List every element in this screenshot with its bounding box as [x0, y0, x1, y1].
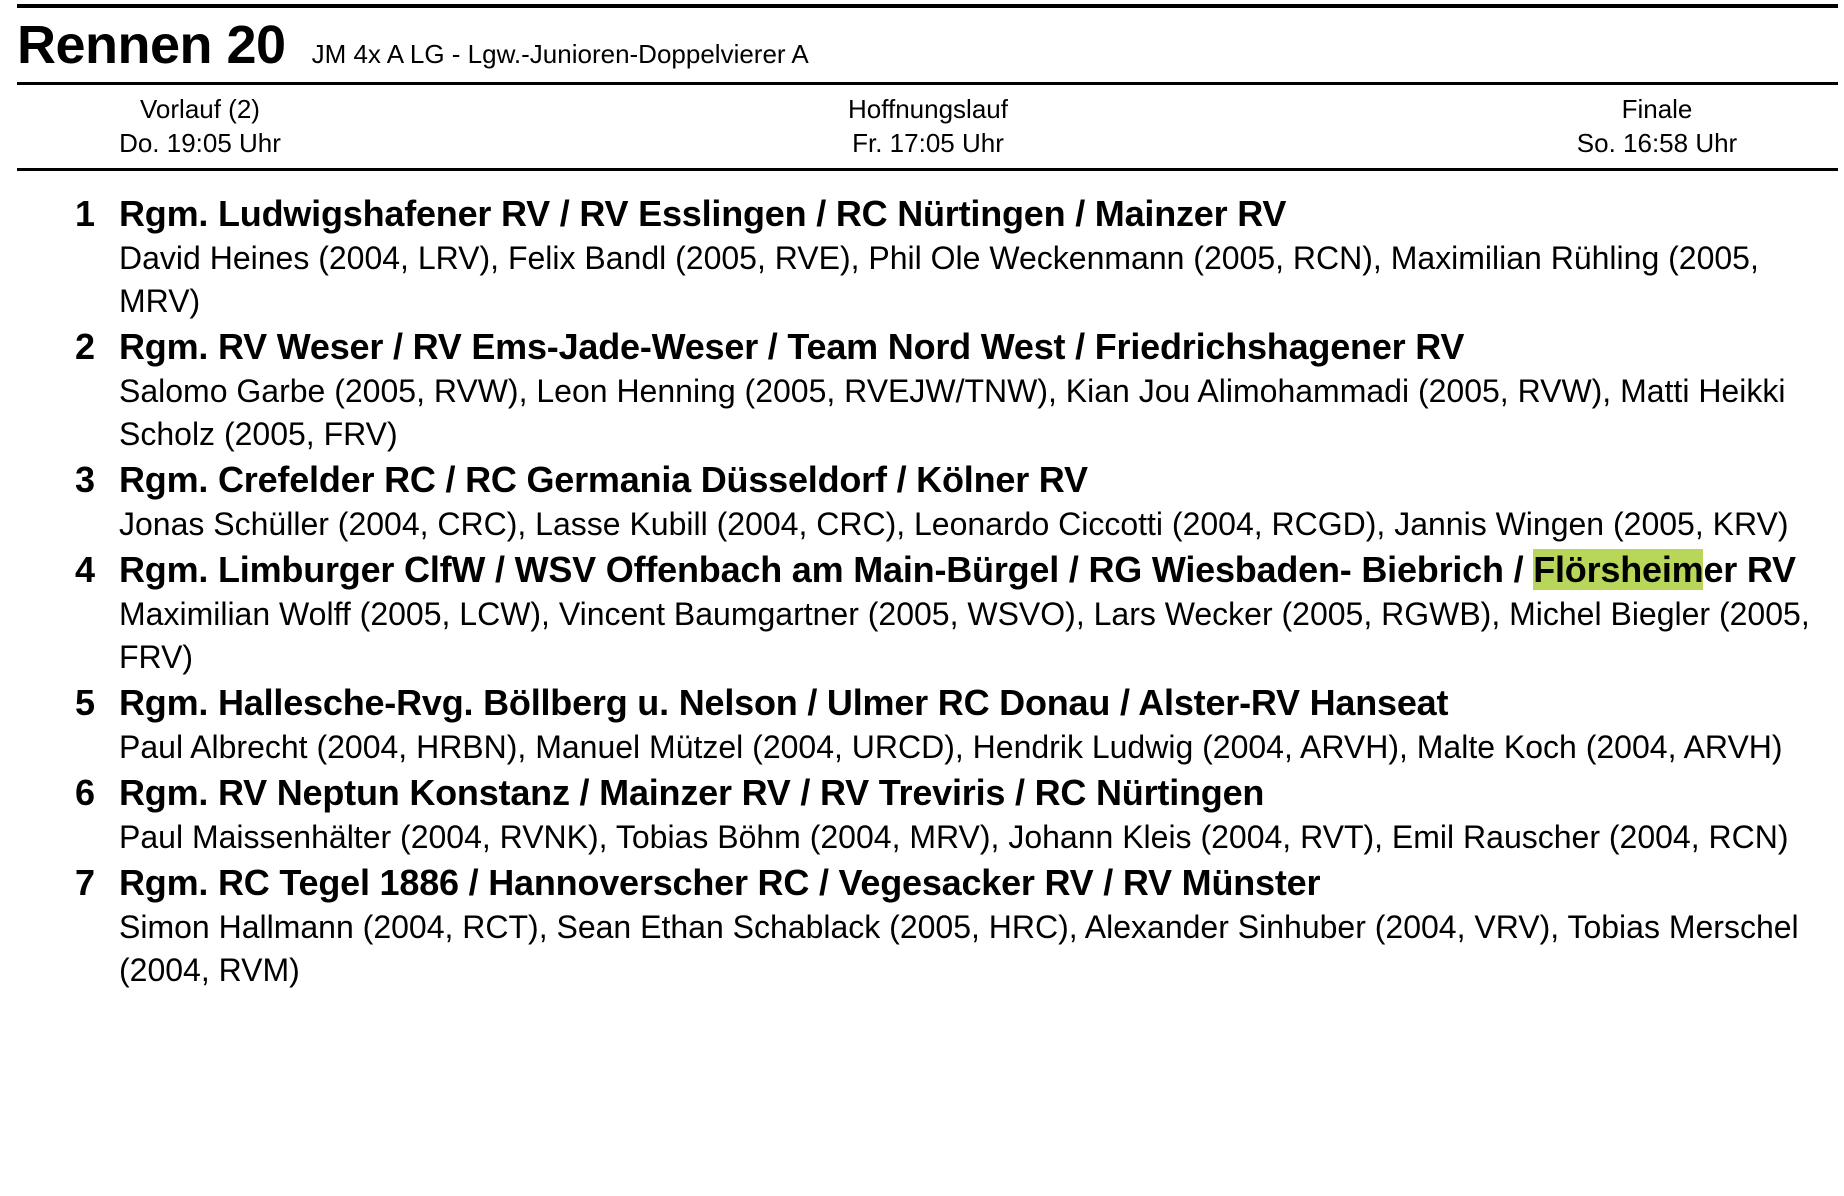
race-header: Rennen 20 JM 4x A LG - Lgw.-Junioren-Dopp…: [17, 14, 809, 76]
schedule-time: So. 16:58 Uhr: [1576, 128, 1738, 158]
rowers: Maximilian Wolff (2005, LCW), Vincent Ba…: [119, 596, 1810, 675]
list-item: 7 Rgm. RC Tegel 1886 / Hannoverscher RC …: [0, 859, 1844, 992]
list-item: 4 Rgm. Limburger ClfW / WSV Offenbach am…: [0, 546, 1844, 679]
list-item: 1 Rgm. Ludwigshafener RV / RV Esslingen …: [0, 190, 1844, 323]
schedule-label: Vorlauf (2): [140, 94, 260, 124]
race-description: JM 4x A LG - Lgw.-Junioren-Doppelvierer …: [311, 39, 809, 69]
lane-number: 3: [75, 459, 96, 500]
crew-name: Rgm. RV Neptun Konstanz / Mainzer RV / R…: [119, 772, 1265, 813]
schedule-repechage: Hoffnungslauf Fr. 17:05 Uhr: [808, 92, 1048, 160]
list-item: 2 Rgm. RV Weser / RV Ems-Jade-Weser / Te…: [0, 323, 1844, 456]
race-number: Rennen 20: [17, 15, 286, 75]
lane-number: 6: [75, 772, 96, 813]
schedule-label: Finale: [1621, 94, 1693, 124]
lane-number: 5: [75, 682, 96, 723]
search-highlight: Flörsheim: [1533, 549, 1704, 590]
schedule-time: Do. 19:05 Uhr: [119, 128, 281, 158]
schedule-final: Finale So. 16:58 Uhr: [1537, 92, 1777, 160]
schedule-heat: Vorlauf (2) Do. 19:05 Uhr: [80, 92, 320, 160]
rowers: Paul Maissenhälter (2004, RVNK), Tobias …: [119, 819, 1789, 855]
crew-name: Rgm. Ludwigshafener RV / RV Esslingen / …: [119, 193, 1287, 234]
rowers: Jonas Schüller (2004, CRC), Lasse Kubill…: [119, 506, 1789, 542]
crew-name: Rgm. RV Weser / RV Ems-Jade-Weser / Team…: [119, 326, 1465, 367]
rowers: David Heines (2004, LRV), Felix Bandl (2…: [119, 240, 1759, 319]
list-item: 6 Rgm. RV Neptun Konstanz / Mainzer RV /…: [0, 769, 1844, 859]
list-item: 3 Rgm. Crefelder RC / RC Germania Düssel…: [0, 456, 1844, 546]
crew-name-part: Rgm. Limburger ClfW / WSV Offenbach am M…: [119, 549, 1534, 590]
header-rule: [17, 82, 1838, 85]
rowers: Paul Albrecht (2004, HRBN), Manuel Mütze…: [119, 729, 1783, 765]
schedule-time: Fr. 17:05 Uhr: [852, 128, 1004, 158]
crew-name: Rgm. Hallesche-Rvg. Böllberg u. Nelson /…: [119, 682, 1449, 723]
crew-name: Rgm. Crefelder RC / RC Germania Düsseldo…: [119, 459, 1088, 500]
rowers: Salomo Garbe (2005, RVW), Leon Henning (…: [119, 373, 1786, 452]
top-rule: [17, 4, 1838, 8]
list-item: 5 Rgm. Hallesche-Rvg. Böllberg u. Nelson…: [0, 679, 1844, 769]
entry-list: 1 Rgm. Ludwigshafener RV / RV Esslingen …: [0, 190, 1844, 992]
lane-number: 2: [75, 326, 96, 367]
schedule-label: Hoffnungslauf: [848, 94, 1008, 124]
crew-name: Rgm. RC Tegel 1886 / Hannoverscher RC / …: [119, 862, 1321, 903]
lane-number: 4: [75, 549, 96, 590]
rowers: Simon Hallmann (2004, RCT), Sean Ethan S…: [119, 909, 1799, 988]
schedule-rule: [17, 168, 1838, 171]
lane-number: 1: [75, 193, 96, 234]
crew-name-part: er RV: [1703, 549, 1796, 590]
lane-number: 7: [75, 862, 96, 903]
crew-name: Rgm. Limburger ClfW / WSV Offenbach am M…: [119, 546, 1844, 593]
